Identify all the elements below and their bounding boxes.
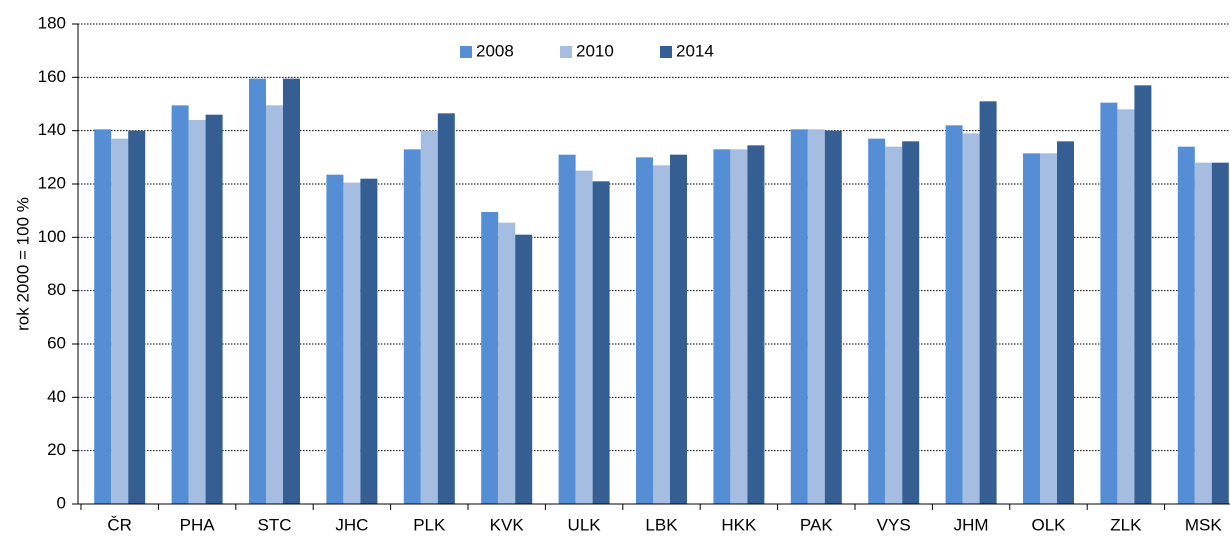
bar [1194,162,1212,504]
legend-swatch [460,46,472,58]
bar [1134,85,1152,504]
bar [343,182,361,504]
bar [575,170,593,504]
y-tick-label: 20 [47,440,66,459]
x-tick-label: MSK [1185,515,1223,534]
bar [188,120,206,504]
bar [730,149,748,505]
bar [360,178,378,504]
bar [403,149,421,505]
bar [326,174,344,504]
bar [962,133,980,505]
x-tick-label: PHA [180,515,216,534]
bar [437,113,455,504]
bar [481,212,499,504]
bar [592,181,610,505]
bar [885,146,903,504]
y-tick-label: 0 [57,493,66,512]
bar [1057,141,1074,505]
x-tick-label: JHC [335,515,368,534]
legend-swatch [560,46,572,58]
bar [670,154,687,504]
x-tick-label: ČR [107,515,132,534]
bar [558,154,576,504]
y-tick-label: 60 [47,333,66,352]
bar [979,101,997,504]
bar [1040,153,1057,505]
bar [945,125,963,504]
bar [128,130,146,504]
y-axis-label: rok 2000 = 100 % [13,197,32,331]
bar [94,129,112,505]
x-tick-label: ULK [568,515,602,534]
legend-swatch [660,46,672,58]
bar [1211,162,1229,504]
bar [1100,102,1118,505]
bar [515,234,533,504]
y-tick-label: 100 [38,227,66,246]
bar [249,78,266,505]
legend-label: 2008 [476,41,514,60]
bar [902,141,920,505]
bar [807,129,825,505]
bar [266,105,283,504]
bar [868,138,886,504]
x-tick-label: PLK [413,515,446,534]
legend-label: 2014 [676,41,714,60]
y-tick-label: 160 [38,67,66,86]
x-tick-label: HKK [721,515,757,534]
y-tick-label: 120 [38,173,66,192]
bar [653,165,670,505]
bar [283,78,300,505]
bar [747,145,765,505]
x-tick-label: OLK [1031,515,1066,534]
bar [111,138,129,504]
y-tick-label: 40 [47,387,66,406]
bar [1117,109,1135,504]
x-tick-label: PAK [800,515,833,534]
x-tick-label: KVK [490,515,525,534]
bar [1177,146,1195,504]
y-tick-label: 180 [38,13,66,32]
bar [205,114,223,505]
bar [713,149,731,505]
bar [824,130,842,504]
y-tick-label: 140 [38,120,66,139]
bar [636,157,653,505]
bar [1023,153,1040,505]
x-tick-label: JHM [954,515,989,534]
bar [420,130,438,504]
bar [498,222,516,504]
bar [171,105,189,504]
x-tick-label: LBK [645,515,678,534]
x-tick-label: ZLK [1110,515,1142,534]
x-tick-label: STC [258,515,292,534]
bar [790,129,808,505]
x-tick-label: VYS [877,515,911,534]
legend-label: 2010 [576,41,614,60]
y-tick-label: 80 [47,280,66,299]
